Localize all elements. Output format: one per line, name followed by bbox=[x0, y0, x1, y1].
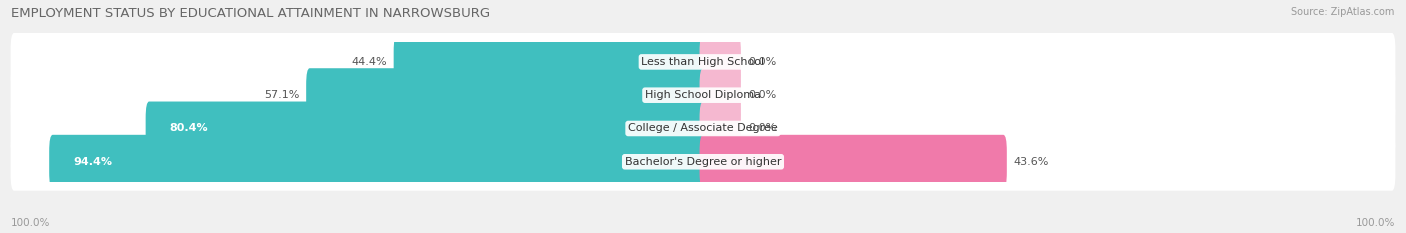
FancyBboxPatch shape bbox=[307, 68, 706, 122]
Text: 43.6%: 43.6% bbox=[1014, 157, 1049, 167]
FancyBboxPatch shape bbox=[49, 135, 706, 189]
Text: 80.4%: 80.4% bbox=[170, 123, 208, 134]
Text: High School Diploma: High School Diploma bbox=[645, 90, 761, 100]
FancyBboxPatch shape bbox=[700, 102, 741, 155]
FancyBboxPatch shape bbox=[700, 35, 741, 89]
Text: Bachelor's Degree or higher: Bachelor's Degree or higher bbox=[624, 157, 782, 167]
FancyBboxPatch shape bbox=[11, 99, 1395, 158]
Text: 0.0%: 0.0% bbox=[748, 90, 776, 100]
Text: 94.4%: 94.4% bbox=[73, 157, 112, 167]
Text: 100.0%: 100.0% bbox=[1355, 218, 1395, 228]
Text: EMPLOYMENT STATUS BY EDUCATIONAL ATTAINMENT IN NARROWSBURG: EMPLOYMENT STATUS BY EDUCATIONAL ATTAINM… bbox=[11, 7, 491, 20]
Text: 0.0%: 0.0% bbox=[748, 123, 776, 134]
FancyBboxPatch shape bbox=[11, 66, 1395, 124]
FancyBboxPatch shape bbox=[146, 102, 706, 155]
Text: 44.4%: 44.4% bbox=[352, 57, 387, 67]
Text: 0.0%: 0.0% bbox=[748, 57, 776, 67]
FancyBboxPatch shape bbox=[11, 33, 1395, 91]
FancyBboxPatch shape bbox=[11, 133, 1395, 191]
FancyBboxPatch shape bbox=[394, 35, 706, 89]
FancyBboxPatch shape bbox=[700, 135, 1007, 189]
Text: 57.1%: 57.1% bbox=[264, 90, 299, 100]
Text: 100.0%: 100.0% bbox=[11, 218, 51, 228]
FancyBboxPatch shape bbox=[700, 68, 741, 122]
Text: Less than High School: Less than High School bbox=[641, 57, 765, 67]
Text: Source: ZipAtlas.com: Source: ZipAtlas.com bbox=[1291, 7, 1395, 17]
Text: College / Associate Degree: College / Associate Degree bbox=[628, 123, 778, 134]
